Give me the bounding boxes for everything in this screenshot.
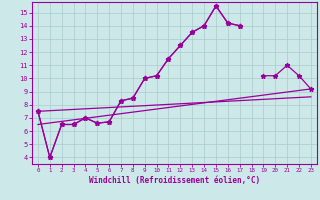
X-axis label: Windchill (Refroidissement éolien,°C): Windchill (Refroidissement éolien,°C) (89, 176, 260, 185)
